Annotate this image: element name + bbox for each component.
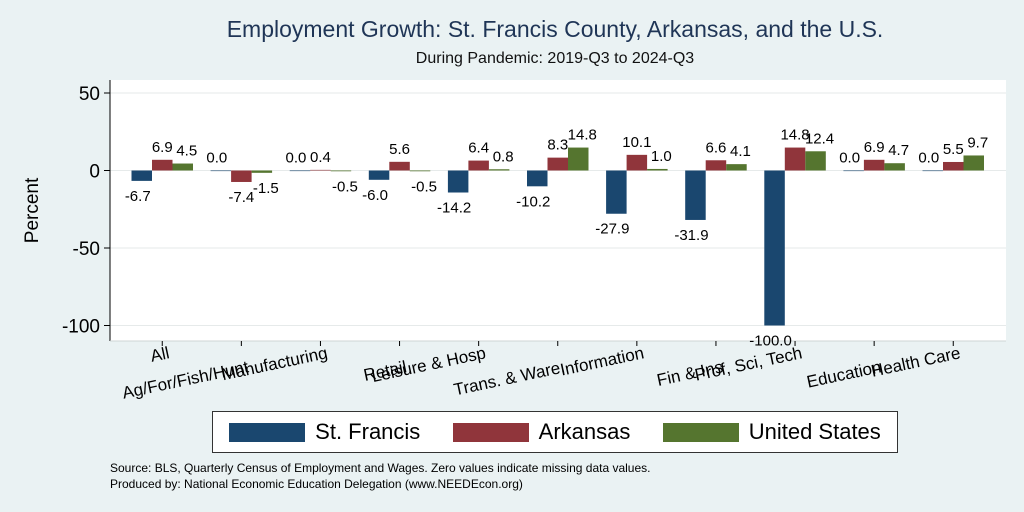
data-label: 4.1 [730, 143, 751, 160]
bar-united-states [330, 170, 352, 172]
bar-st-francis [843, 170, 864, 172]
data-label: -14.2 [437, 200, 471, 217]
y-tick-label: 50 [79, 84, 100, 105]
source-note: Source: BLS, Quarterly Census of Employm… [110, 461, 651, 475]
bar-st-francis [289, 170, 311, 172]
x-tick-label: Health Care [869, 343, 962, 380]
chart-subtitle: During Pandemic: 2019-Q3 to 2024-Q3 [415, 50, 695, 67]
bar-st-francis [368, 170, 390, 180]
data-label: 8.3 [547, 137, 568, 154]
data-label: -10.2 [516, 193, 550, 210]
data-label: 6.9 [152, 139, 173, 156]
bar-arkansas [943, 161, 964, 171]
data-label: 0.0 [286, 150, 307, 167]
x-tick-label: All [149, 343, 171, 366]
data-label: -31.9 [674, 227, 708, 244]
data-label: 0.4 [310, 149, 331, 166]
bar-st-francis [606, 170, 627, 214]
data-label: 0.0 [206, 150, 227, 167]
data-label: 14.8 [780, 127, 809, 144]
bar-st-francis [447, 170, 469, 193]
bar-united-states [805, 151, 826, 171]
legend-label-st-francis: St. Francis [315, 419, 421, 444]
bar-st-francis [527, 170, 548, 187]
bar-united-states [409, 170, 431, 172]
legend-label-arkansas: Arkansas [538, 419, 631, 444]
data-label: 9.7 [967, 134, 988, 151]
bar-arkansas [784, 147, 806, 171]
legend: St. Francis Arkansas United States [212, 411, 898, 453]
data-label: -7.4 [228, 189, 254, 206]
legend-swatch-st-francis [229, 422, 306, 442]
bar-arkansas [152, 159, 173, 171]
bar-arkansas [626, 154, 648, 171]
y-tick-label: 0 [89, 162, 100, 183]
bar-arkansas [310, 169, 331, 171]
data-label: 0.8 [493, 148, 514, 165]
data-label: 4.7 [888, 142, 909, 159]
data-label: -6.7 [125, 188, 151, 205]
bar-st-francis [131, 170, 152, 181]
bar-arkansas [389, 161, 410, 171]
data-label: 10.1 [622, 134, 651, 151]
legend-item-st-francis: St. Francis [229, 419, 420, 445]
data-label: -27.9 [595, 221, 629, 238]
bar-st-francis [685, 170, 706, 220]
y-axis-label: Percent [22, 177, 43, 243]
data-label: 12.4 [805, 130, 834, 147]
bar-united-states [568, 147, 589, 171]
data-label: 6.9 [864, 139, 885, 156]
legend-swatch-arkansas [452, 422, 529, 442]
y-tick-label: -100 [62, 317, 100, 338]
data-label: -100.0 [749, 333, 792, 350]
x-tick-label: Prof, Sci, Tech [693, 343, 804, 384]
data-label: -6.0 [362, 187, 388, 204]
bar-st-francis [210, 170, 232, 172]
x-tick-label: Information [559, 343, 646, 379]
bar-united-states [488, 169, 510, 171]
bar-united-states [172, 163, 193, 171]
data-label: 0.0 [839, 150, 860, 167]
data-label: 0.0 [918, 150, 939, 167]
data-label: 5.6 [389, 141, 410, 158]
data-label: 6.6 [706, 139, 727, 156]
bar-united-states [884, 163, 905, 171]
data-label: -0.5 [411, 178, 437, 195]
producer-note: Produced by: National Economic Education… [110, 477, 523, 491]
data-label: 4.5 [176, 143, 197, 160]
bar-united-states [726, 164, 747, 171]
legend-label-united-states: United States [748, 419, 881, 444]
bar-arkansas [863, 159, 885, 171]
legend-swatch-united-states [662, 422, 739, 442]
x-tick-label: Manufacturing [220, 343, 329, 384]
data-label: -0.5 [332, 178, 358, 195]
footer: Source: BLS, Quarterly Census of Employm… [110, 460, 650, 492]
bar-arkansas [231, 170, 252, 182]
legend-item-arkansas: Arkansas [452, 419, 631, 445]
data-label: 1.0 [651, 148, 672, 165]
bar-united-states [963, 155, 984, 171]
bar-united-states [647, 168, 668, 171]
legend-item-united-states: United States [662, 419, 881, 445]
chart-title: Employment Growth: St. Francis County, A… [226, 16, 884, 42]
bar-arkansas [705, 160, 727, 171]
bar-united-states [251, 170, 273, 173]
y-tick-label: -50 [73, 239, 100, 260]
data-label: -1.5 [253, 180, 279, 197]
bar-arkansas [468, 160, 489, 171]
bar-st-francis [922, 170, 943, 172]
plot-area [110, 80, 1006, 341]
bar-st-francis [764, 170, 785, 326]
data-label: 5.5 [943, 141, 964, 158]
bar-arkansas [547, 157, 568, 171]
data-label: 6.4 [468, 140, 489, 157]
data-label: 14.8 [568, 127, 597, 144]
